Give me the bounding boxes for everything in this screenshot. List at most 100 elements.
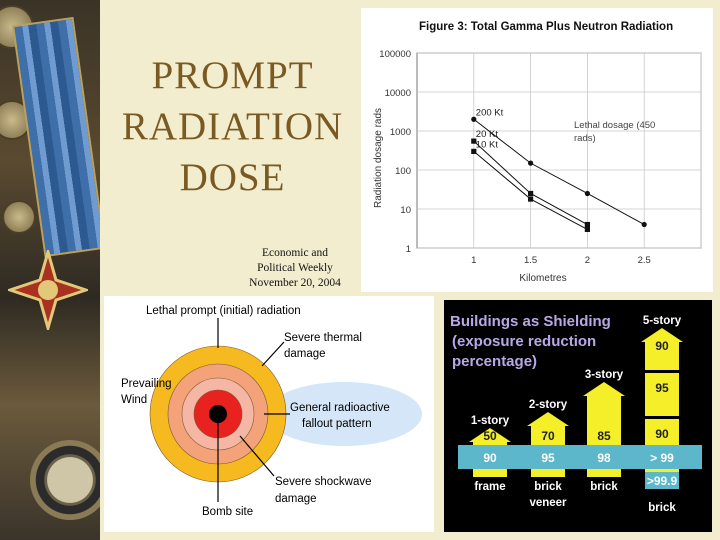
floor-divider bbox=[645, 370, 679, 373]
x-tick-label: 1.5 bbox=[524, 255, 537, 266]
x-axis-label: Kilometres bbox=[519, 273, 566, 284]
series-label: 200 Kt bbox=[476, 107, 504, 118]
data-point bbox=[471, 116, 477, 122]
shielding-title: (exposure reduction bbox=[452, 333, 596, 350]
building-foundation bbox=[473, 469, 507, 477]
slide-title: PROMPT RADIATION DOSE bbox=[105, 50, 360, 203]
y-tick-label: 10 bbox=[400, 205, 411, 216]
data-point bbox=[471, 148, 477, 154]
shielding-value: 90 bbox=[655, 427, 669, 441]
y-tick-label: 10000 bbox=[385, 88, 411, 99]
data-point bbox=[641, 221, 647, 228]
y-tick-label: 100 bbox=[395, 166, 411, 177]
shielding-value: 50 bbox=[483, 429, 497, 443]
blast-effects-diagram: Lethal prompt (initial) radiation Severe… bbox=[104, 296, 434, 532]
material-label: veneer bbox=[529, 497, 567, 509]
data-point bbox=[584, 226, 590, 232]
building-foundation bbox=[531, 469, 565, 477]
pointer-line bbox=[261, 341, 285, 367]
buildings-group: 1-story 50 90 frame 2-story 70 95 brick veneer 3-… bbox=[469, 315, 683, 514]
building-foundation bbox=[587, 469, 621, 477]
fallout-plume bbox=[266, 382, 422, 446]
title-line: DOSE bbox=[179, 156, 286, 199]
building-story-label: 1-story bbox=[471, 415, 510, 427]
material-label: frame bbox=[474, 481, 505, 493]
series-label: 20 Kt bbox=[476, 129, 499, 140]
shielding-value: 85 bbox=[597, 429, 611, 443]
source-line: November 20, 2004 bbox=[249, 277, 341, 289]
pointer-line bbox=[239, 435, 275, 477]
y-axis-label: Radiation dosage rads bbox=[373, 108, 384, 208]
cross-medal-icon bbox=[8, 250, 88, 330]
series-line bbox=[473, 118, 645, 225]
wind-label: Prevailing bbox=[121, 378, 172, 390]
y-tick-label: 100000 bbox=[379, 49, 411, 60]
title-line: RADIATION bbox=[121, 105, 344, 148]
basement-value: 90 bbox=[483, 451, 497, 465]
bomb-site-marker bbox=[209, 405, 227, 423]
building-body bbox=[473, 442, 507, 445]
shielding-panel: Buildings as Shielding (exposure reducti… bbox=[444, 300, 712, 532]
radiation-chart: Figure 3: Total Gamma Plus Neutron Radia… bbox=[361, 8, 713, 292]
blast-diagram-svg: Lethal prompt (initial) radiation Severe… bbox=[121, 305, 422, 518]
x-tick-label: 1 bbox=[471, 255, 476, 266]
building-story-label: 3-story bbox=[585, 369, 624, 381]
data-point bbox=[528, 196, 534, 202]
material-label: brick bbox=[534, 481, 562, 493]
basement-value: 98 bbox=[597, 451, 611, 465]
basement-value: > 99 bbox=[650, 451, 674, 465]
plot-frame bbox=[416, 52, 702, 249]
shockwave-label: damage bbox=[275, 493, 317, 505]
bomb-site-label: Bomb site bbox=[202, 506, 253, 518]
shockwave-label: Severe shockwave bbox=[275, 476, 372, 488]
building-roof bbox=[527, 412, 569, 426]
source-citation: Economic and Political Weekly November 2… bbox=[230, 246, 360, 291]
material-label: brick bbox=[590, 481, 618, 493]
shielding-value: 70 bbox=[541, 429, 555, 443]
basement-band-extra bbox=[645, 472, 679, 489]
data-point bbox=[528, 160, 534, 166]
coin-image bbox=[2, 200, 36, 234]
source-line: Economic and bbox=[261, 247, 329, 259]
fallout-label: General radioactive bbox=[290, 402, 390, 414]
shielding-value: 90 bbox=[655, 339, 669, 353]
x-tick-label: 2.5 bbox=[638, 255, 651, 266]
floor-divider bbox=[645, 416, 679, 419]
material-label: brick bbox=[648, 502, 676, 514]
title-line: PROMPT bbox=[151, 54, 314, 97]
thermal-damage-label: damage bbox=[284, 348, 326, 360]
chart-plot-area: 100000 10000 1000 100 10 1 1 1.5 2 2.5 200 Kt 20 Kt… bbox=[379, 49, 702, 266]
chart-svg: Figure 3: Total Gamma Plus Neutron Radia… bbox=[373, 21, 702, 284]
x-tick-label: 2 bbox=[585, 255, 590, 266]
basement-value: 95 bbox=[541, 451, 555, 465]
series-label: 10 Kt bbox=[476, 139, 499, 150]
data-point bbox=[584, 221, 590, 228]
data-point bbox=[471, 138, 477, 144]
building-roof bbox=[583, 382, 625, 396]
fallout-label: fallout pattern bbox=[302, 418, 372, 430]
data-point bbox=[528, 190, 534, 197]
y-tick-label: 1 bbox=[406, 244, 411, 255]
medals-image bbox=[0, 0, 100, 540]
data-point bbox=[584, 190, 590, 197]
lethal-radiation-label: Lethal prompt (initial) radiation bbox=[146, 305, 301, 317]
basement-band bbox=[458, 445, 702, 469]
building-story-label: 5-story bbox=[643, 315, 682, 327]
thermal-damage-label: Severe thermal bbox=[284, 332, 362, 344]
shielding-svg: Buildings as Shielding (exposure reducti… bbox=[450, 313, 702, 514]
building-body bbox=[587, 396, 621, 445]
basement-value: >99.9 bbox=[647, 474, 678, 488]
lethal-annotation: Lethal dosage (450 bbox=[574, 120, 655, 131]
source-line: Political Weekly bbox=[257, 262, 333, 274]
shielding-title: Buildings as Shielding bbox=[450, 313, 611, 330]
shielding-value: 95 bbox=[655, 381, 669, 395]
lethal-annotation: rads) bbox=[574, 133, 596, 144]
building-body bbox=[645, 342, 679, 445]
building-roof bbox=[469, 428, 511, 442]
chart-title: Figure 3: Total Gamma Plus Neutron Radia… bbox=[419, 21, 673, 33]
building-roof bbox=[641, 328, 683, 342]
building-story-label: 2-story bbox=[529, 399, 568, 411]
shielding-title: percentage) bbox=[452, 353, 537, 370]
building-body bbox=[531, 426, 565, 445]
compass-image bbox=[30, 440, 100, 520]
